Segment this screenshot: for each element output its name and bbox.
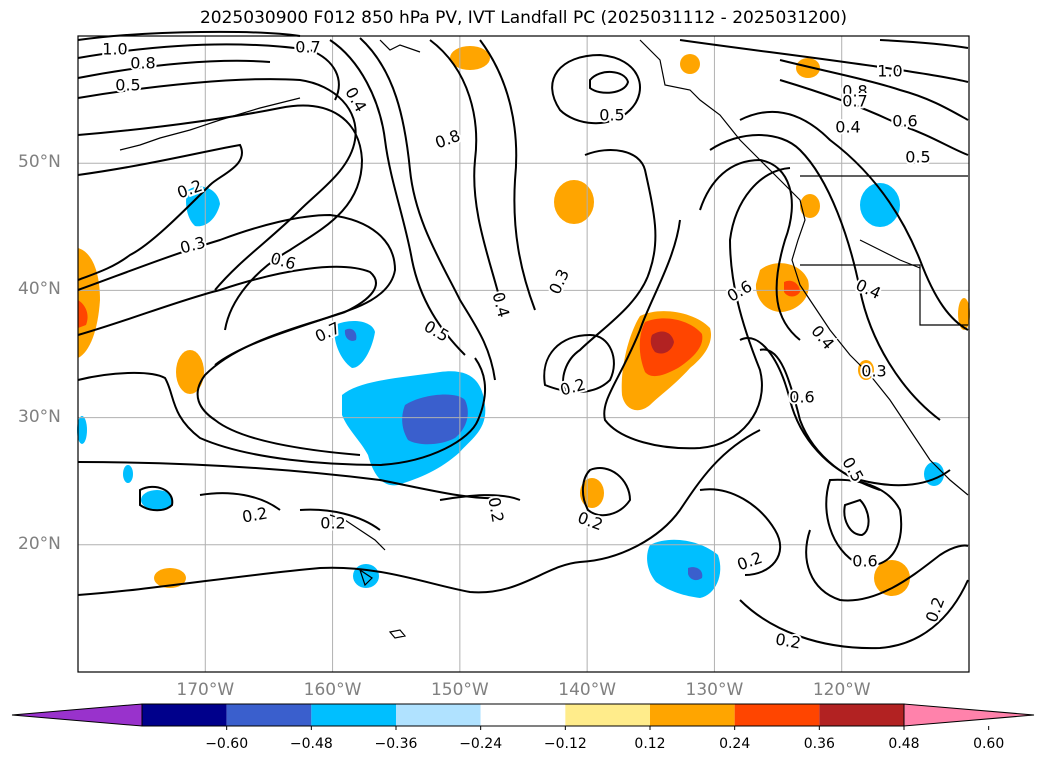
colorbar-tick-label: −0.24 [459, 736, 503, 752]
contour-label: 0.4 [835, 118, 860, 137]
colorbar-tick-label: 0.24 [719, 736, 751, 752]
contour-label: 0.8 [130, 54, 155, 73]
shade-neg-south-core [688, 567, 703, 581]
colorbar-tick-label: 0.12 [634, 736, 666, 752]
lat-label: 40°N [18, 279, 61, 300]
lon-label: 150°W [430, 680, 489, 700]
contour-label: 0.5 [115, 76, 140, 95]
colorbar-tick-label: −0.60 [205, 736, 249, 752]
gridlines [78, 36, 969, 672]
coastlines [119, 39, 969, 639]
shade-spot-10 [958, 298, 970, 330]
contour-label: 0.6 [789, 388, 814, 407]
shade-neg-north [186, 186, 220, 227]
shade-blue-spot-2 [141, 490, 173, 510]
colorbar-extend-low [11, 703, 143, 727]
shade-west-edge-strong [78, 300, 88, 328]
lat-label: 20°N [18, 533, 61, 554]
shade-neg-strong [402, 394, 468, 445]
contour-label: 1.0 [877, 62, 902, 81]
contour-label: 0.7 [842, 92, 867, 111]
colorbar-tick-label: −0.36 [374, 736, 418, 752]
contour-label: 0.3 [861, 362, 886, 381]
colorbar-bin [311, 704, 396, 726]
contour-label: 0.5 [905, 148, 930, 167]
colorbar-tick-label: −0.12 [543, 736, 587, 752]
colorbar-bin [480, 704, 566, 726]
colorbar-bin [142, 704, 227, 726]
shade-spot-5 [154, 568, 186, 588]
contour-label: 1.0 [102, 40, 127, 59]
shade-spot-2 [580, 478, 604, 508]
contour-label: 0.2 [320, 514, 345, 533]
lat-label: 50°N [18, 152, 61, 173]
lon-label: 140°W [558, 680, 617, 700]
colorbar-tick-label: 0.36 [803, 736, 835, 752]
shade-spot-7 [796, 58, 820, 78]
shade-blue-spot-5 [123, 465, 133, 483]
contour-label: 0.5 [599, 106, 624, 125]
shade-spot-1 [554, 180, 594, 224]
lon-label: 120°W [812, 680, 871, 700]
shade-pos-mid-coast [755, 263, 809, 312]
colorbar-bin [226, 704, 312, 726]
shade-neg-158w [334, 320, 375, 368]
contour-label: 0.7 [295, 38, 320, 57]
shade-neg-south [647, 539, 721, 598]
colorbar-outline [141, 703, 905, 727]
lon-label: 160°W [303, 680, 362, 700]
contour-label: 0.8 [842, 82, 867, 101]
lon-label: 170°W [176, 680, 235, 700]
pv-contours [77, 30, 969, 650]
colorbar-bin [650, 704, 735, 726]
shade-pos-max [650, 331, 674, 354]
colorbar-bin [734, 704, 820, 726]
colorbar [11, 703, 1035, 730]
map-title: 2025030900 F012 850 hPa PV, IVT Landfall… [199, 8, 847, 28]
colorbar-bin [396, 704, 481, 726]
lat-label: 30°N [18, 406, 61, 427]
colorbar-extend-high [903, 703, 1035, 727]
map-frame [77, 35, 970, 673]
colorbar-tick-label: −0.48 [289, 736, 333, 752]
shade-spot-8 [680, 54, 700, 74]
shade-spot-9 [800, 194, 820, 218]
colorbar-bin [819, 704, 904, 726]
lon-label: 130°W [685, 680, 744, 700]
shade-spot-4 [176, 350, 204, 394]
shade-neg-158w-core [344, 328, 357, 341]
shade-spot-3 [874, 560, 910, 596]
shade-blue-spot-6 [77, 416, 87, 444]
contour-label: 0.6 [852, 552, 877, 571]
colorbar-tick-label: 0.48 [888, 736, 920, 752]
shade-pos-strong-coast [784, 280, 800, 297]
contour-label: 0.6 [892, 112, 917, 131]
shade-blue-spot-1 [860, 183, 900, 227]
ivt-shading [77, 46, 970, 598]
colorbar-tick-label: 0.60 [973, 736, 1005, 752]
map-background [78, 36, 969, 672]
colorbar-bin [565, 704, 650, 726]
